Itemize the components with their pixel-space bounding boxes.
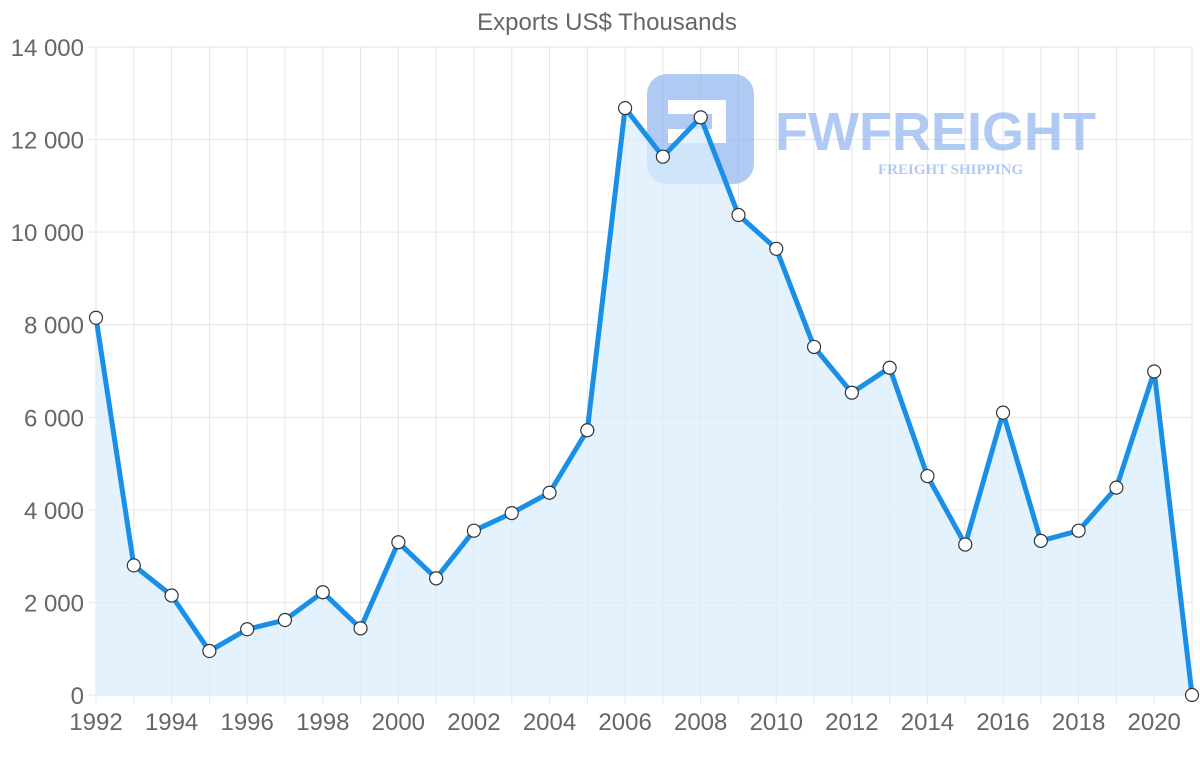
data-point-2018[interactable]: [1071, 523, 1086, 538]
y-tick-label: 14 000: [11, 35, 84, 62]
data-point-1994[interactable]: [164, 588, 179, 603]
y-tick-label: 8 000: [24, 313, 84, 340]
data-point-1998[interactable]: [315, 585, 330, 600]
x-tick-label: 1994: [145, 709, 198, 736]
data-point-2009[interactable]: [731, 207, 746, 223]
data-point-2016[interactable]: [995, 405, 1011, 420]
data-point-2005[interactable]: [580, 423, 595, 438]
data-point-1997[interactable]: [277, 612, 293, 628]
data-point-1993[interactable]: [126, 558, 141, 573]
y-tick-label: 2 000: [24, 590, 84, 617]
data-point-2000[interactable]: [391, 535, 406, 550]
x-tick-label: 2002: [447, 709, 500, 736]
data-point-1995[interactable]: [202, 643, 217, 659]
watermark-brand: FWFREIGHT: [775, 102, 1096, 162]
data-point-2013[interactable]: [882, 360, 897, 375]
data-point-1992[interactable]: [88, 310, 104, 325]
data-point-2017[interactable]: [1033, 533, 1048, 548]
data-point-2015[interactable]: [958, 537, 973, 552]
data-point-2002[interactable]: [466, 523, 482, 538]
series-area: [96, 108, 1192, 695]
data-points: [88, 100, 1200, 703]
data-point-2021[interactable]: [1184, 687, 1200, 703]
x-tick-label: 2008: [674, 709, 727, 736]
x-tick-label: 2020: [1128, 709, 1181, 736]
y-tick-label: 6 000: [24, 405, 84, 432]
x-tick-label: 2006: [598, 709, 651, 736]
y-tick-label: 0: [71, 683, 84, 710]
data-point-2001[interactable]: [429, 571, 444, 586]
x-tick-label: 2018: [1052, 709, 1105, 736]
y-tick-label: 12 000: [11, 128, 84, 155]
data-point-2004[interactable]: [542, 485, 557, 500]
data-point-2003[interactable]: [504, 505, 519, 521]
x-axis: 1992 1994 1996 1998 2000 2002 2004 2006 2008 2010…: [69, 709, 1181, 736]
x-tick-label: 1998: [296, 709, 349, 736]
data-point-2011[interactable]: [806, 339, 822, 355]
data-point-2006[interactable]: [618, 100, 633, 116]
x-tick-label: 1992: [69, 709, 122, 736]
data-point-2010[interactable]: [769, 241, 784, 256]
watermark-tagline: FREIGHT SHIPPING: [878, 162, 1023, 178]
x-tick-label: 2000: [372, 709, 425, 736]
data-point-1996[interactable]: [240, 622, 255, 637]
x-tick-label: 1996: [220, 709, 273, 736]
data-point-2012[interactable]: [844, 385, 859, 400]
data-point-2020[interactable]: [1147, 364, 1162, 379]
y-tick-label: 10 000: [11, 220, 84, 247]
y-tick-label: 4 000: [24, 498, 84, 525]
data-point-2008[interactable]: [693, 110, 708, 125]
y-axis: 0 2 000 4 000 6 000 8 000 10 000 12 000 14 000: [11, 35, 84, 710]
chart-title: Exports US$ Thousands: [477, 9, 737, 36]
x-tick-label: 2012: [825, 709, 878, 736]
data-point-2014[interactable]: [920, 468, 935, 484]
data-point-1999[interactable]: [353, 621, 368, 636]
x-tick-label: 2016: [976, 709, 1029, 736]
x-tick-label: 2004: [523, 709, 576, 736]
data-point-2019[interactable]: [1109, 480, 1124, 495]
x-tick-label: 2014: [901, 709, 954, 736]
data-point-2007[interactable]: [655, 149, 670, 164]
x-tick-label: 2010: [750, 709, 803, 736]
